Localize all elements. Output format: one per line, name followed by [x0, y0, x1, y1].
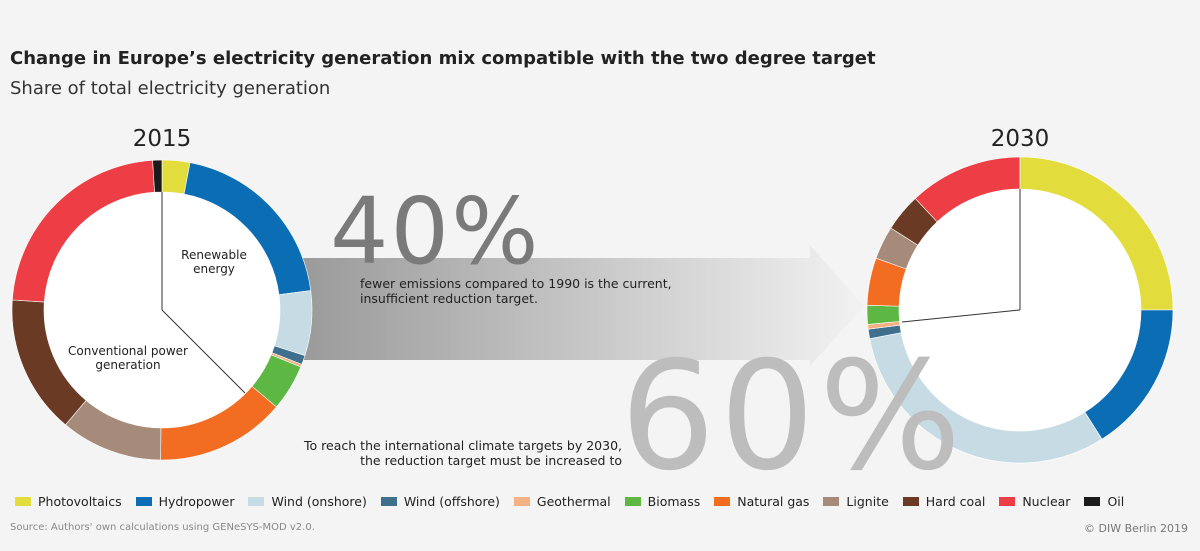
legend-swatch — [823, 497, 840, 506]
legend-label: Nuclear — [1022, 494, 1071, 509]
legend-label: Geothermal — [536, 494, 611, 509]
legend-swatch — [999, 497, 1016, 506]
copyright: © DIW Berlin 2019 — [1084, 522, 1188, 535]
donut-segment — [274, 290, 313, 356]
legend-label: Hydropower — [158, 494, 235, 509]
arrow — [300, 245, 864, 366]
legend-swatch — [902, 497, 919, 506]
legend-swatch — [624, 497, 641, 506]
legend-swatch — [714, 497, 731, 506]
legend-item: Biomass — [624, 494, 701, 509]
donut-segment — [866, 304, 900, 325]
legend-item: Wind (offshore) — [380, 494, 500, 509]
legend-item: Nuclear — [999, 494, 1070, 509]
subtitle: Share of total electricity generation — [10, 78, 331, 99]
legend-label: Photovoltaics — [38, 494, 122, 509]
source: Source: Authors' own calculations using … — [10, 522, 315, 533]
legend-label: Natural gas — [737, 494, 810, 509]
callout-figure: 60% — [620, 330, 966, 504]
donut-segment — [152, 159, 163, 193]
legend-item: Hard coal — [902, 494, 986, 509]
callout-figure: 40% — [330, 178, 541, 285]
chart-title: 2015 — [132, 126, 192, 152]
title: Change in Europe’s electricity generatio… — [10, 48, 876, 69]
legend-swatch — [513, 497, 530, 506]
legend-swatch — [248, 497, 265, 506]
legend-item: Oil — [1084, 494, 1124, 509]
legend-label: Hard coal — [925, 494, 986, 509]
annotation: Renewable energy — [181, 248, 247, 276]
legend-item: Natural gas — [714, 494, 809, 509]
legend-item: Lignite — [823, 494, 889, 509]
legend-label: Wind (offshore) — [403, 494, 500, 509]
callout-text: To reach the international climate targe… — [304, 438, 622, 468]
legend-swatch — [380, 497, 397, 506]
legend-swatch — [135, 497, 152, 506]
legend-label: Oil — [1107, 494, 1125, 509]
divider — [901, 309, 1021, 323]
chart-title: 2030 — [990, 126, 1050, 152]
callout-text: fewer emissions compared to 1990 is the … — [360, 276, 672, 306]
annotation: Conventional power generation — [68, 344, 188, 372]
legend-label: Wind (onshore) — [271, 494, 367, 509]
legend-item: Wind (onshore) — [248, 494, 367, 509]
legend-label: Lignite — [846, 494, 889, 509]
legend-swatch — [15, 497, 31, 506]
legend-item: Geothermal — [513, 494, 611, 509]
legend: Photovoltaics Hydropower Wind (onshore) Win… — [15, 494, 1195, 509]
legend-item: Hydropower — [135, 494, 235, 509]
legend-item: Photovoltaics — [15, 494, 122, 509]
legend-swatch — [1084, 497, 1101, 506]
divider — [161, 309, 246, 394]
legend-label: Biomass — [647, 494, 701, 509]
